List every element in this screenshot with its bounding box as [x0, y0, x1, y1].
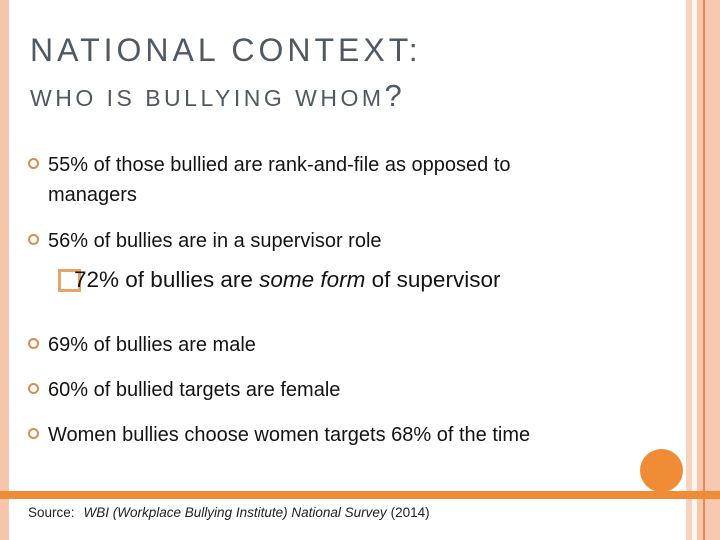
source-year: (2014) [390, 505, 430, 520]
accent-circle [640, 449, 683, 492]
circle-bullet-icon [28, 383, 39, 394]
circle-bullet-icon [28, 428, 39, 439]
sub-bullet-item: 72% of bullies are some form of supervis… [58, 264, 500, 296]
sub-bullet-text-italic: some form [259, 267, 366, 292]
circle-bullet-icon [28, 158, 39, 169]
right-border-stripe [703, 0, 705, 540]
slide-subtitle: WHO IS BULLYING WHOM? [30, 78, 402, 114]
circle-bullet-icon [28, 338, 39, 349]
right-border-stripe [692, 0, 697, 540]
square-bullet-icon [58, 269, 81, 292]
bullet-item: 69% of bullies are male [28, 330, 256, 360]
bullet-item: 55% of those bullied are rank-and-file a… [28, 150, 568, 210]
footer-accent-bar [0, 491, 720, 499]
source-line: Source: WBI (Workplace Bullying Institute… [28, 505, 430, 520]
subtitle-text: WHO IS BULLYING WHOM [30, 85, 385, 111]
right-border-stripe [697, 0, 703, 540]
right-border-stripe [686, 0, 692, 540]
subtitle-question-mark: ? [384, 78, 402, 113]
bullet-item: 60% of bullied targets are female [28, 375, 340, 405]
sub-bullet-text: 72% of bullies are some form of supervis… [74, 264, 500, 296]
slide-title: NATIONAL CONTEXT: [30, 32, 422, 68]
bullet-item: 56% of bullies are in a supervisor role [28, 226, 382, 256]
right-border-stripe [705, 0, 720, 540]
sub-bullet-text-post: of supervisor [365, 267, 501, 292]
bullet-text: 56% of bullies are in a supervisor role [48, 230, 382, 252]
bullet-text: Women bullies choose women targets 68% o… [48, 424, 531, 446]
sub-bullet-text-pre: 72% of bullies are [74, 267, 260, 292]
bullet-text: 69% of bullies are male [48, 334, 256, 356]
bullet-item: Women bullies choose women targets 68% o… [28, 420, 530, 450]
bullet-text: 60% of bullied targets are female [48, 379, 341, 401]
source-citation: WBI (Workplace Bullying Institute) Natio… [83, 505, 387, 520]
bullet-text: 55% of those bullied are rank-and-file a… [48, 154, 511, 206]
circle-bullet-icon [28, 234, 39, 245]
left-border-stripe [0, 0, 9, 540]
source-label: Source: [28, 505, 75, 520]
